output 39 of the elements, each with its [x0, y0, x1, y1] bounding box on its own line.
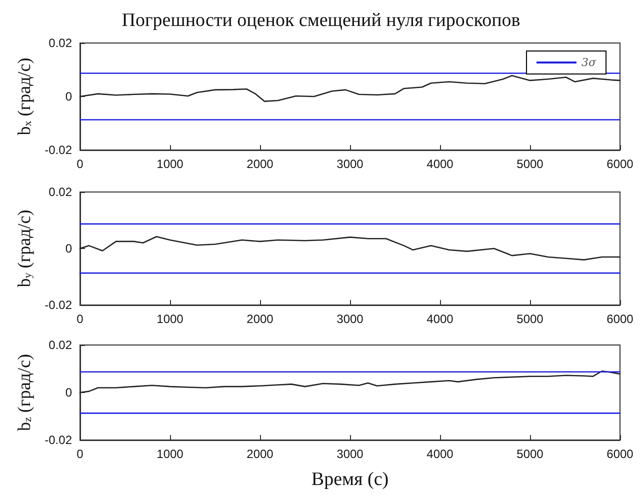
chart-title: Погрешности оценок смещений нуля гироскопов [122, 10, 520, 31]
x-tick-label: 0 [76, 447, 84, 461]
x-tick-label: 0 [76, 312, 84, 326]
x-tick-label: 1000 [156, 312, 184, 326]
y-tick-label: 0 [65, 90, 72, 104]
x-tick-label: 4000 [426, 157, 454, 171]
y-axis-title: by (град/с) [14, 210, 34, 288]
y-tick-label: 0.02 [48, 185, 72, 199]
y-tick-label: -0.02 [44, 298, 72, 312]
x-tick-label: 3000 [336, 157, 364, 171]
x-tick-label: 3000 [336, 447, 364, 461]
x-tick-label: 4000 [426, 447, 454, 461]
x-tick-label: 4000 [426, 312, 454, 326]
x-tick-label: 0 [76, 157, 84, 171]
y-tick-label: 0.02 [48, 36, 72, 50]
y-axis-title: bz (град/с) [14, 354, 34, 431]
legend-label: 3σ [581, 56, 596, 69]
y-tick-label: -0.02 [44, 143, 72, 157]
line-series [79, 74, 621, 102]
x-tick-label: 6000 [606, 157, 634, 171]
x-tick-label: 2000 [246, 157, 274, 171]
x-tick-label: 5000 [516, 447, 544, 461]
x-tick-label: 2000 [246, 312, 274, 326]
x-tick-label: 6000 [606, 447, 634, 461]
x-tick-label: 5000 [516, 312, 544, 326]
y-tick-label: -0.02 [44, 433, 72, 447]
x-axis-title: Время (с) [311, 469, 389, 490]
x-tick-label: 3000 [336, 312, 364, 326]
y-tick-label: 0 [65, 386, 72, 400]
x-tick-label: 2000 [246, 447, 274, 461]
y-tick-label: 0.02 [48, 338, 72, 352]
line-series [79, 236, 621, 260]
x-tick-label: 1000 [156, 157, 184, 171]
line-series [79, 370, 621, 394]
x-tick-label: 6000 [606, 312, 634, 326]
x-tick-label: 1000 [156, 447, 184, 461]
y-axis-title: bx (град/с) [14, 58, 34, 136]
y-tick-label: 0 [65, 242, 72, 256]
x-tick-label: 5000 [516, 157, 544, 171]
